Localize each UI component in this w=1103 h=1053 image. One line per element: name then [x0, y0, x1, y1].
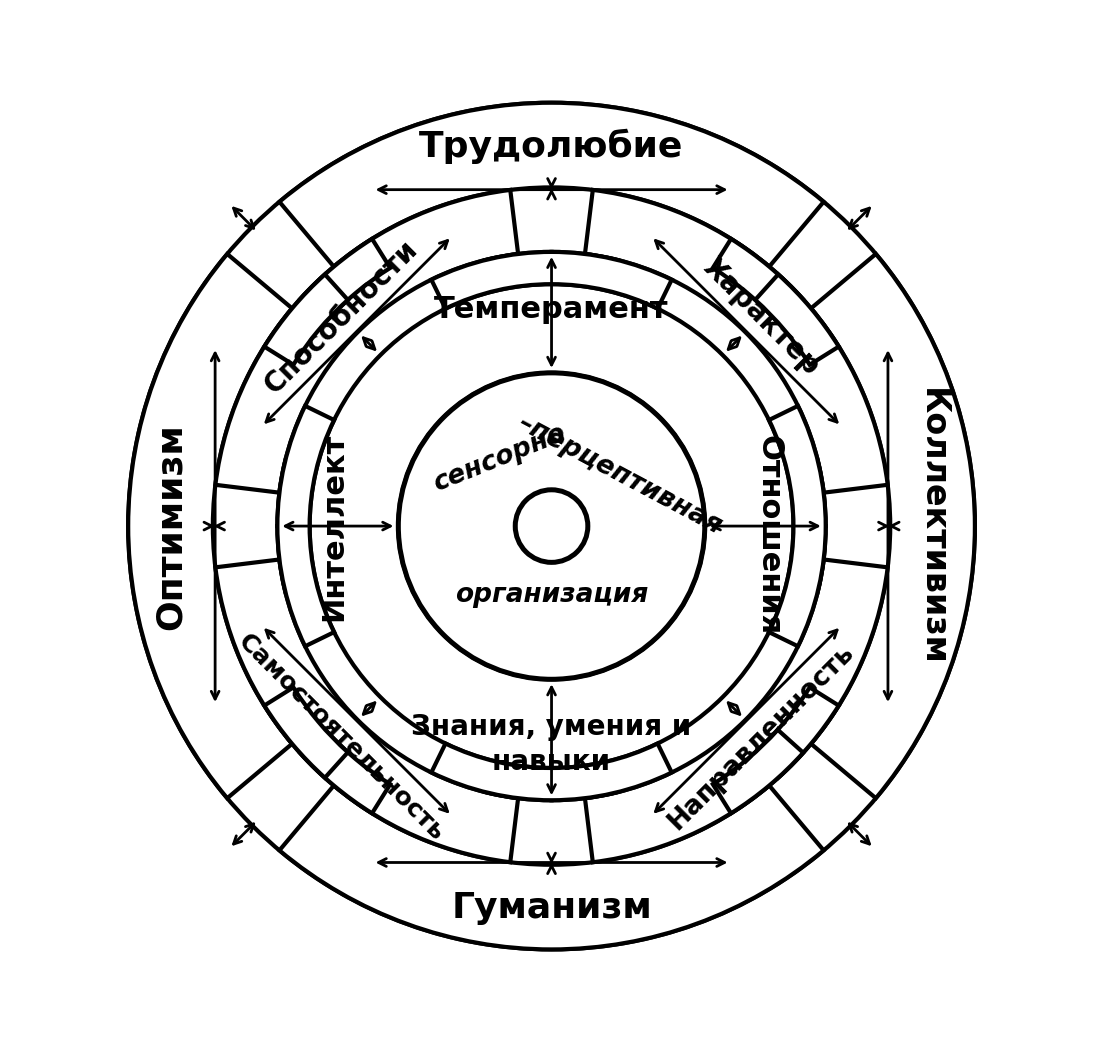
Circle shape — [128, 103, 975, 950]
Text: Коллективизм: Коллективизм — [915, 388, 949, 665]
Text: Способности: Способности — [259, 235, 424, 399]
Text: Отношения: Отношения — [754, 435, 784, 635]
Text: Знания, умения и
навыки: Знания, умения и навыки — [411, 713, 692, 775]
Text: Направленность: Направленность — [664, 638, 859, 834]
Text: Трудолюбие: Трудолюбие — [419, 128, 684, 163]
Wedge shape — [485, 760, 552, 800]
Wedge shape — [215, 191, 518, 493]
Wedge shape — [279, 786, 824, 950]
Wedge shape — [277, 526, 318, 593]
Wedge shape — [585, 560, 888, 862]
Circle shape — [310, 284, 793, 769]
Wedge shape — [277, 406, 334, 647]
Wedge shape — [552, 253, 618, 293]
Circle shape — [398, 374, 705, 679]
Text: Интеллект: Интеллект — [319, 433, 349, 620]
Circle shape — [398, 374, 705, 679]
Circle shape — [515, 491, 588, 562]
Wedge shape — [785, 526, 826, 593]
Text: сенсорно: сенсорно — [429, 420, 569, 496]
Wedge shape — [811, 255, 975, 798]
Wedge shape — [265, 275, 347, 365]
Wedge shape — [485, 253, 552, 293]
Wedge shape — [279, 103, 824, 267]
Wedge shape — [265, 688, 347, 778]
Wedge shape — [431, 253, 672, 310]
Wedge shape — [300, 239, 390, 323]
Wedge shape — [552, 760, 618, 800]
Text: Темперамент: Темперамент — [435, 295, 668, 323]
Text: организация: организация — [454, 582, 649, 608]
Wedge shape — [431, 743, 672, 800]
Wedge shape — [713, 239, 803, 323]
Wedge shape — [300, 730, 390, 814]
Wedge shape — [215, 560, 518, 862]
Text: Характер: Характер — [698, 253, 825, 380]
Wedge shape — [585, 191, 888, 493]
Text: Самостоятельность: Самостоятельность — [234, 629, 449, 845]
Wedge shape — [769, 406, 826, 647]
Wedge shape — [713, 730, 803, 814]
Wedge shape — [128, 255, 292, 798]
Text: Оптимизм: Оптимизм — [153, 423, 188, 630]
Wedge shape — [785, 460, 826, 526]
Text: –перцептивная: –перцептивная — [514, 410, 727, 539]
Text: Гуманизм: Гуманизм — [451, 890, 652, 925]
Wedge shape — [756, 688, 838, 778]
Wedge shape — [756, 275, 838, 365]
Wedge shape — [277, 460, 318, 526]
